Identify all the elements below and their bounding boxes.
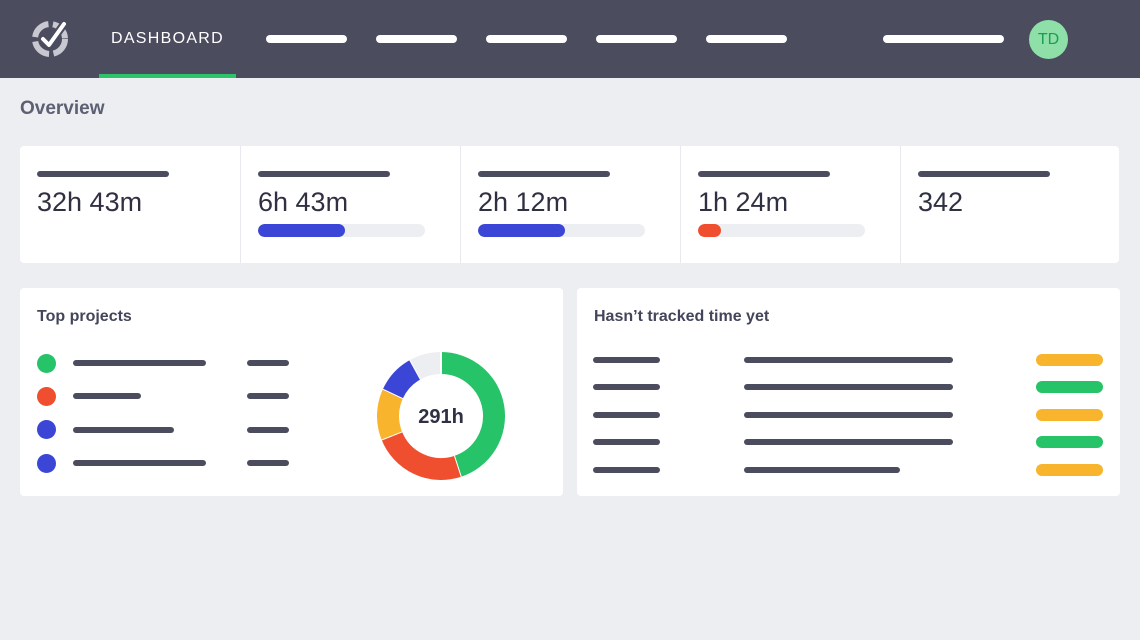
active-tab-indicator [99, 74, 236, 78]
user-email [744, 439, 953, 445]
stat-progress-bar [258, 224, 425, 237]
page-title: Overview [20, 98, 105, 119]
stat-value: 342 [918, 187, 964, 217]
donut-segment-3 [377, 388, 404, 440]
project-name[interactable] [73, 360, 206, 366]
stat-progress-fill [478, 224, 565, 237]
stat-value: 6h 43m [258, 187, 349, 217]
donut-separator [408, 358, 423, 381]
overview-stats-card: 32h 43m 6h 43m 2h 12m 1h 24m 342 [20, 146, 1119, 263]
project-color-dot [37, 387, 56, 406]
stat-progress-fill [698, 224, 722, 237]
project-hours [247, 427, 289, 433]
user-name [593, 357, 660, 363]
projects-donut-chart: 291h [377, 352, 505, 480]
stat-value: 1h 24m [698, 187, 789, 217]
card-title: Top projects [37, 308, 132, 325]
project-name[interactable] [73, 393, 141, 399]
status-badge[interactable] [1036, 436, 1103, 448]
stat-progress-bar [478, 224, 645, 237]
nav-tab-placeholder-2[interactable] [376, 35, 457, 43]
stat-count: 342 [900, 146, 1119, 263]
stat-label [258, 171, 390, 177]
stat-progress-fill [258, 224, 345, 237]
project-hours [247, 393, 289, 399]
user-email [744, 384, 953, 390]
donut-segment-2 [381, 430, 461, 480]
user-name [593, 384, 660, 390]
stat-label [478, 171, 610, 177]
donut-segment-4 [383, 359, 422, 399]
project-name[interactable] [73, 460, 206, 466]
project-color-dot [37, 454, 56, 473]
donut-segment-5 [410, 352, 442, 380]
user-name [593, 439, 660, 445]
stat-total-time: 32h 43m [20, 146, 240, 263]
donut-segment-1 [440, 352, 505, 477]
nav-tab-placeholder-1[interactable] [266, 35, 347, 43]
user-name [593, 467, 660, 473]
status-badge[interactable] [1036, 354, 1103, 366]
stat-value: 2h 12m [478, 187, 569, 217]
status-badge[interactable] [1036, 409, 1103, 421]
nav-tab-dashboard-label: DASHBOARD [110, 30, 225, 47]
project-hours [247, 360, 289, 366]
donut-total-label: 291h [418, 406, 464, 428]
project-hours [247, 460, 289, 466]
stat-label [698, 171, 830, 177]
status-badge[interactable] [1036, 464, 1103, 476]
stat-time-2: 6h 43m [240, 146, 460, 263]
stat-value: 32h 43m [37, 187, 143, 217]
user-email [744, 467, 900, 473]
project-color-dot [37, 420, 56, 439]
user-email [744, 357, 953, 363]
nav-tab-placeholder-5[interactable] [706, 35, 787, 43]
status-badge[interactable] [1036, 381, 1103, 393]
stat-label [37, 171, 169, 177]
project-color-dot [37, 354, 56, 373]
top-projects-card: Top projects 291h [20, 288, 563, 496]
nav-tab-placeholder-4[interactable] [596, 35, 677, 43]
stat-label [918, 171, 1050, 177]
untracked-users-card: Hasn’t tracked time yet [577, 288, 1120, 496]
stat-time-4: 1h 24m [680, 146, 900, 263]
project-name[interactable] [73, 427, 174, 433]
nav-tab-placeholder-3[interactable] [486, 35, 567, 43]
user-name [593, 412, 660, 418]
workspace-selector[interactable] [883, 35, 1004, 43]
stat-progress-bar [698, 224, 865, 237]
user-email [744, 412, 953, 418]
app-logo-icon[interactable] [28, 17, 72, 61]
top-navigation-bar: DASHBOARD TD [0, 0, 1140, 78]
card-title: Hasn’t tracked time yet [594, 308, 770, 325]
nav-tab-dashboard[interactable]: DASHBOARD [99, 0, 236, 78]
user-avatar[interactable]: TD [1029, 20, 1068, 59]
stat-time-3: 2h 12m [460, 146, 680, 263]
